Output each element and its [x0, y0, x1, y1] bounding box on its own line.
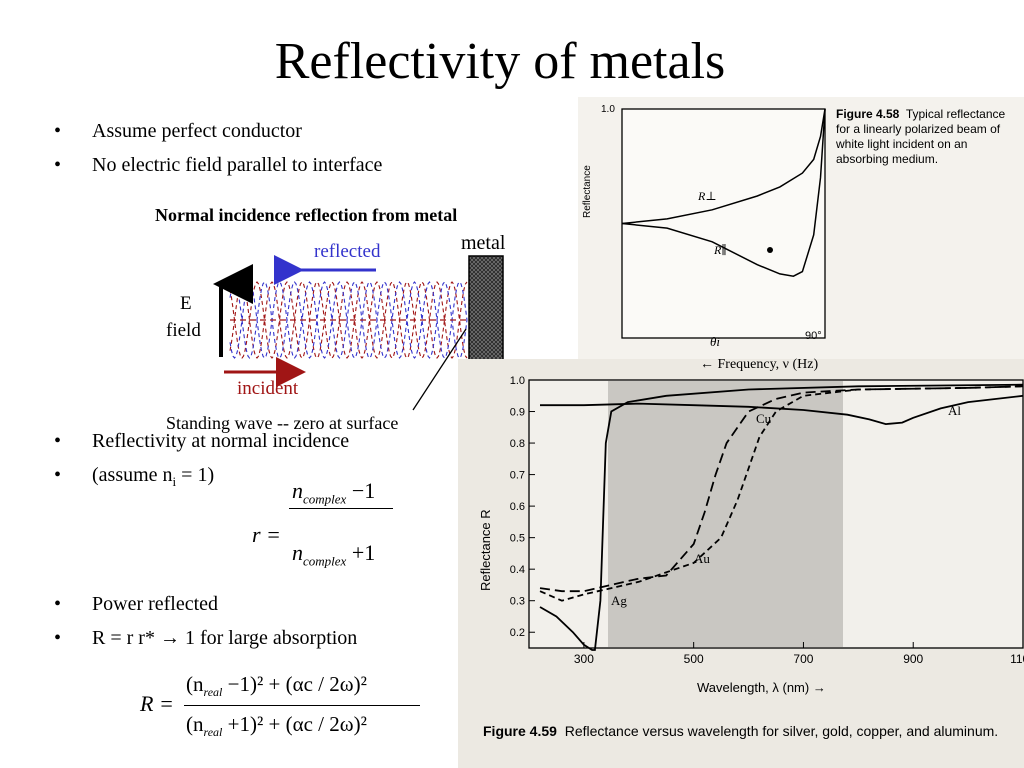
wave-trace-1 [229, 281, 468, 359]
fig459-x-tick-label: 700 [793, 652, 813, 666]
wave-trace-3 [229, 281, 468, 359]
fig458-y-tick: 1.0 [601, 104, 615, 115]
bullet-list-top: Assume perfect conductor No electric fie… [54, 114, 382, 182]
fig459-visible-band [608, 381, 843, 647]
fig459-series-label-cu: Cu [756, 411, 772, 426]
R-fraction-bar [184, 705, 420, 706]
fig459-y-tick-label: 0.2 [510, 627, 525, 639]
R-equation-numerator: (nreal −1)² + (αc / 2ω)² [186, 672, 367, 700]
figure-4-58-chart [621, 108, 826, 339]
slide-title: Reflectivity of metals [274, 33, 726, 90]
fig459-y-tick-label: 1.0 [510, 375, 525, 387]
wave-trace-4 [229, 281, 468, 359]
reflected-label: reflected [314, 241, 381, 262]
bullet-item: Reflectivity at normal incidence [54, 424, 349, 458]
fig459-caption: Figure 4.59 Reflectance versus wavelengt… [483, 723, 999, 739]
fig458-series-par [621, 108, 826, 277]
fig459-series-ag [539, 383, 1024, 651]
e-field-label-1: E [180, 293, 192, 314]
fig459-y-tick-label: 0.4 [510, 564, 525, 576]
fig459-y-label: Reflectance R [478, 509, 493, 591]
bullet-item: Power reflected [54, 587, 357, 621]
r-fraction-bar [289, 508, 393, 509]
bullet-list-bottom: Power reflected R = r r* → 1 for large a… [54, 587, 357, 655]
fig459-y-tick-label: 0.9 [510, 407, 525, 419]
fig459-y-tick-label: 0.3 [510, 596, 525, 608]
fig458-caption: Figure 4.58 Typical reflectance for a li… [836, 107, 1006, 166]
e-field-label-2: field [166, 320, 201, 341]
fig459-series-label-ag: Ag [611, 593, 627, 608]
fig459-x-tick-label: 1100 [1010, 652, 1024, 666]
fig459-x-tick-label: 500 [684, 652, 704, 666]
fig459-series-label-au: Au [694, 551, 710, 566]
fig459-x-tick-label: 900 [903, 652, 923, 666]
bullet-item: (assume ni = 1) [54, 458, 349, 499]
fig458-series-perp [621, 108, 826, 225]
fig459-series-cu [539, 385, 1024, 602]
fig458-minimum-marker [767, 247, 773, 253]
bullet-item: Assume perfect conductor [54, 114, 382, 148]
r-equation-lhs: r = [252, 522, 281, 547]
fig458-x-label: θi [710, 334, 720, 349]
fig459-x-label: Wavelength, λ (nm) → [697, 680, 826, 695]
fig458-plot-frame [621, 108, 826, 339]
wave-traces [229, 281, 468, 359]
fig458-x-tick: 90° [805, 330, 822, 342]
fig459-y-tick-label: 0.8 [510, 438, 525, 450]
fig459-y-tick-label: 0.5 [510, 533, 525, 545]
fig459-x-tick-label: 300 [574, 652, 594, 666]
fig459-frequency-label: ← Frequency, ν (Hz) [700, 357, 819, 372]
wave-trace-2 [229, 281, 468, 359]
r-equation-denominator: ncomplex +1 [292, 540, 376, 569]
bullet-item: No electric field parallel to interface [54, 148, 382, 182]
surface-pointer [412, 328, 467, 411]
bullet-item: R = r r* → 1 for large absorption [54, 621, 357, 655]
R-equation-lhs: R = [140, 691, 174, 716]
fig459-y-tick-label: 0.6 [510, 501, 525, 513]
bullet-list-mid: Reflectivity at normal incidence (assume… [54, 424, 349, 499]
fig459-series-al [540, 394, 1024, 426]
fig458-par-label: R∥ [714, 243, 727, 257]
fig459-y-tick-label: 0.7 [510, 470, 525, 482]
metal-label: metal [461, 232, 506, 254]
r-equation-numerator: ncomplex −1 [292, 478, 376, 507]
figure-4-59-chart: 0.2 0.3 0.4 0.5 0.6 0.7 0.8 0.9 1.0 300 500 700 900 1… [510, 375, 1024, 666]
fig459-series-label-al: Al [948, 403, 961, 418]
fig458-perp-label: R⊥ [698, 189, 717, 203]
R-equation-denominator: (nreal +1)² + (αc / 2ω)² [186, 712, 367, 740]
diagram-heading: Normal incidence reflection from metal [155, 205, 458, 225]
fig458-y-label: Reflectance [582, 165, 593, 218]
